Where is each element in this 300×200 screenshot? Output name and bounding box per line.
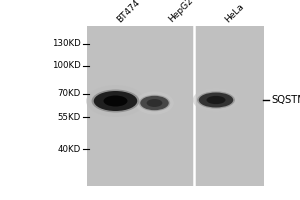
Text: 100KD: 100KD	[52, 62, 81, 71]
Text: 55KD: 55KD	[58, 112, 81, 121]
Ellipse shape	[140, 96, 169, 110]
Text: 130KD: 130KD	[52, 40, 81, 48]
Ellipse shape	[206, 96, 226, 104]
Ellipse shape	[193, 88, 239, 112]
Ellipse shape	[92, 90, 140, 112]
Ellipse shape	[197, 91, 235, 109]
Text: 40KD: 40KD	[58, 144, 81, 154]
Bar	[87, 26, 264, 186]
Text: HeLa: HeLa	[224, 1, 246, 24]
Text: BT474: BT474	[116, 0, 142, 24]
Ellipse shape	[86, 85, 145, 117]
Ellipse shape	[103, 96, 127, 106]
Text: HepG2: HepG2	[167, 0, 195, 24]
Text: SQSTM1: SQSTM1	[272, 95, 300, 105]
Ellipse shape	[199, 92, 233, 108]
Ellipse shape	[94, 91, 137, 111]
Ellipse shape	[139, 95, 170, 111]
Ellipse shape	[135, 91, 174, 115]
Ellipse shape	[147, 99, 162, 107]
Text: 70KD: 70KD	[58, 90, 81, 98]
